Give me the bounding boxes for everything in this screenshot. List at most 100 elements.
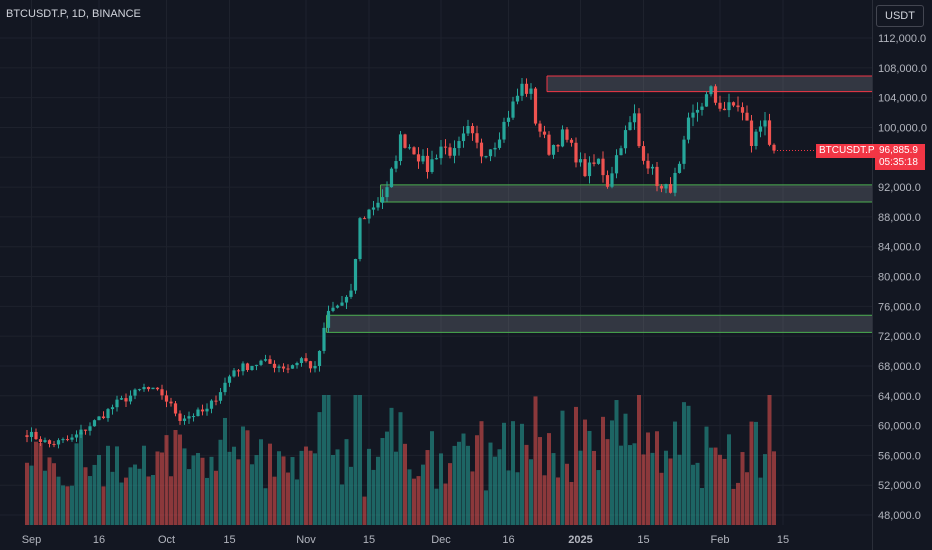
candle-body	[682, 139, 686, 164]
volume-bar	[628, 445, 632, 525]
candle-body	[466, 126, 470, 134]
candle-body	[394, 161, 398, 169]
candle-body	[560, 129, 565, 147]
candle-body	[592, 162, 596, 164]
volume-bar	[511, 421, 515, 525]
candle-body	[88, 426, 92, 431]
volume-bar	[227, 451, 232, 525]
volume-bar	[362, 496, 367, 525]
volume-bar	[493, 456, 497, 525]
volume-bar	[349, 466, 353, 525]
candle-body	[772, 144, 776, 151]
y-tick-label: 64,000.0	[878, 391, 921, 403]
candle-body	[430, 159, 434, 172]
x-tick-label: Sep	[22, 534, 42, 546]
candle-body	[497, 139, 502, 148]
x-axis[interactable]: Sep 16 Oct 15 Nov 15 Dec 16 2025 15 Feb 15	[22, 534, 789, 546]
candle-body	[97, 416, 101, 421]
volume-bar	[376, 456, 380, 525]
volume-bar	[574, 406, 578, 525]
candle-body	[425, 155, 430, 172]
candle-body	[569, 139, 574, 143]
volume-bar	[83, 467, 88, 525]
volume-bar	[538, 437, 542, 525]
y-axis[interactable]: 112,000.0108,000.0104,000.0100,000.096,0…	[878, 33, 927, 522]
volume-bar	[398, 412, 403, 525]
volume-bar	[758, 477, 763, 525]
volume-bar	[569, 481, 574, 525]
candle-body	[398, 134, 403, 162]
volume-bar	[214, 470, 218, 525]
volume-bar	[412, 478, 416, 525]
candle-body	[133, 389, 137, 396]
candle-body	[308, 361, 313, 369]
volume-bar	[74, 443, 79, 525]
volume-bar	[178, 434, 182, 525]
volume-bar	[466, 445, 470, 525]
candle-body	[533, 88, 538, 124]
candle-body	[745, 112, 749, 121]
candle-body	[286, 368, 290, 370]
candle-body	[70, 437, 74, 440]
candle-body	[515, 95, 520, 102]
volume-bar	[223, 417, 227, 525]
candle-body	[493, 147, 497, 150]
volume-bar	[56, 476, 61, 525]
candle-body	[686, 117, 691, 140]
candle-body	[142, 387, 146, 390]
candle-body	[583, 159, 587, 177]
volume-bar	[704, 426, 709, 525]
candle-body	[695, 109, 700, 113]
volume-bar	[556, 477, 560, 525]
candle-body	[362, 218, 367, 220]
volume-bar	[529, 459, 533, 525]
volume-bar	[587, 430, 592, 525]
y-tick-label: 104,000.0	[878, 93, 927, 105]
candle-body	[56, 440, 61, 445]
candle-body	[205, 408, 209, 412]
volume-bar	[470, 471, 475, 525]
candle-body	[587, 162, 592, 177]
volume-bar	[416, 476, 421, 525]
volume-bar	[722, 458, 727, 525]
candle-body	[668, 184, 673, 193]
volume-bar	[205, 477, 209, 525]
volume-bar	[646, 432, 650, 525]
x-tick-label: Feb	[711, 534, 730, 546]
candle-body	[349, 290, 353, 297]
volume-bar	[421, 464, 425, 525]
candle-body	[38, 439, 43, 442]
volume-bar	[344, 439, 349, 525]
volume-bar	[394, 451, 398, 525]
currency-button[interactable]: USDT	[876, 5, 924, 27]
candle-body	[43, 440, 47, 442]
volume-bar	[218, 439, 223, 525]
volume-bar	[533, 396, 538, 525]
candle-body	[614, 155, 619, 174]
candle-body	[115, 399, 119, 408]
candle-body	[754, 131, 758, 146]
candle-body	[232, 370, 236, 377]
volume-bar	[718, 454, 722, 525]
candle-body	[173, 403, 178, 414]
volume-bar	[614, 400, 619, 525]
y-tick-label: 48,000.0	[878, 510, 921, 522]
candle-body	[331, 307, 335, 311]
candle-body	[403, 134, 407, 148]
volume-bar	[686, 405, 691, 525]
volume-bar	[668, 458, 673, 525]
volume-bar	[47, 457, 52, 525]
candle-body	[655, 166, 659, 187]
candle-body	[740, 107, 745, 113]
candle-body	[47, 440, 52, 444]
candle-body	[241, 363, 245, 372]
volume-bar	[326, 395, 331, 525]
volume-bar	[610, 420, 614, 525]
volume-bar	[340, 484, 344, 525]
candle-body	[155, 387, 160, 390]
candle-body	[700, 106, 704, 110]
volume-bar	[142, 445, 146, 525]
candle-body	[371, 207, 376, 210]
volume-bar	[322, 395, 326, 525]
